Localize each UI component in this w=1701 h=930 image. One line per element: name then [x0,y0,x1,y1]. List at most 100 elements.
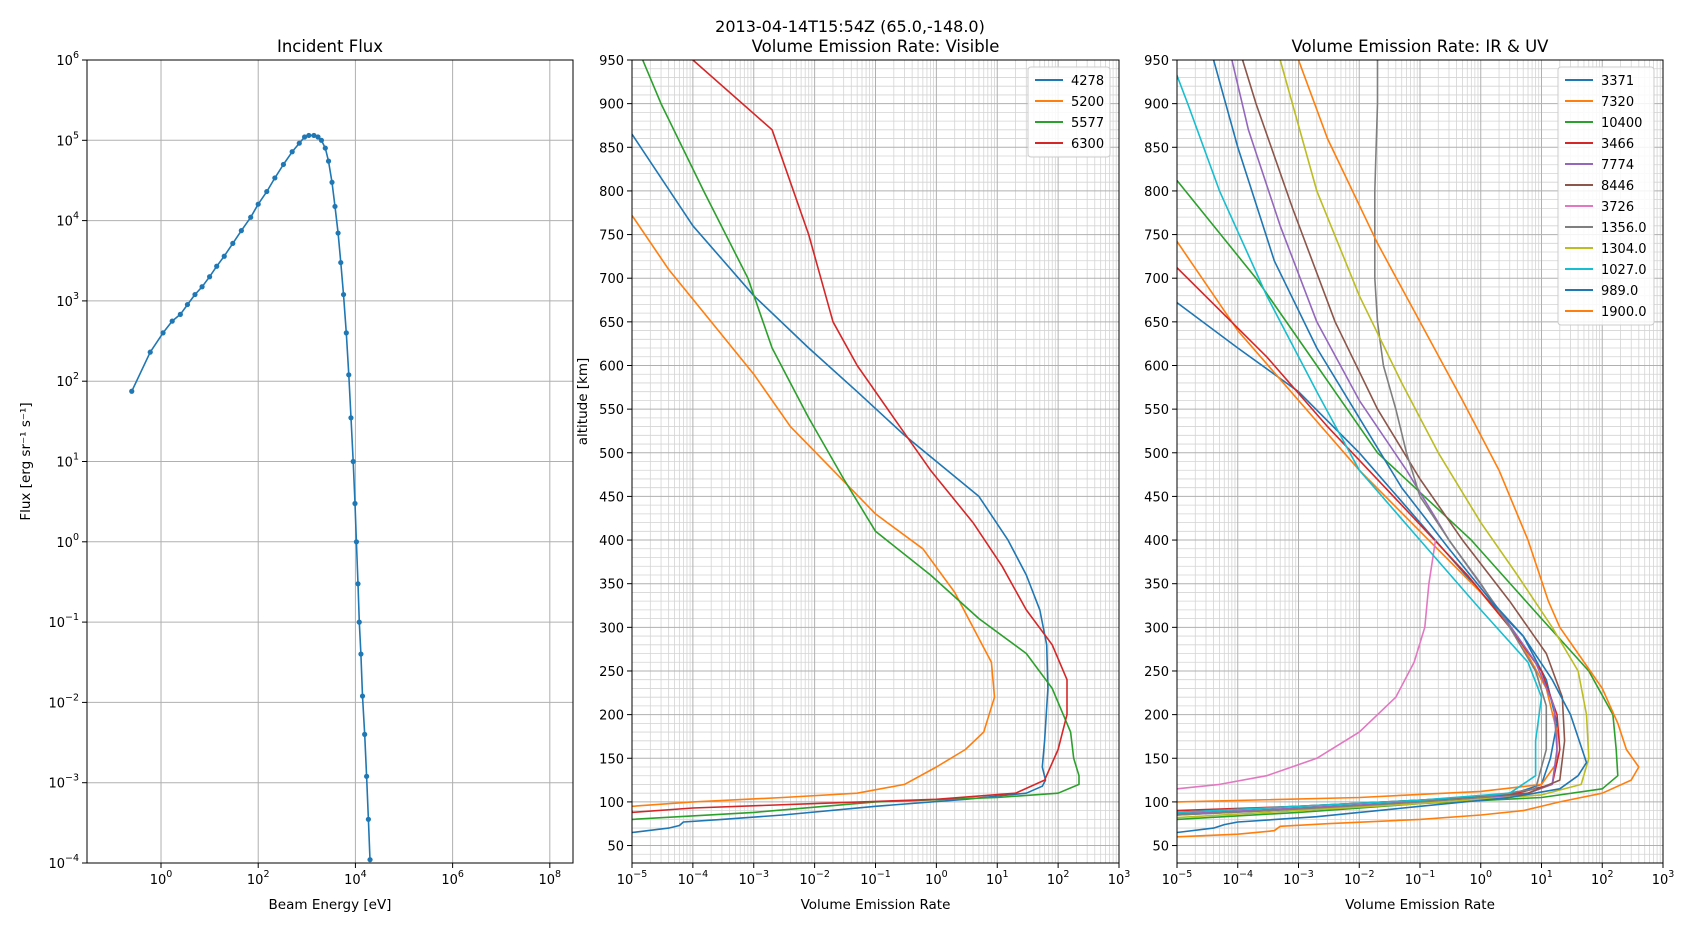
ir-uv-emission-y-tick-label: 250 [1144,665,1169,680]
incident-flux-data-point [214,263,220,269]
visible-emission-x-tick-label: 10−3 [738,869,769,888]
visible-emission-y-tick-label: 100 [599,796,624,811]
incident-flux-data-point [129,388,135,394]
ir-uv-emission-x-tick-label: 103 [1652,869,1675,888]
incident-flux-y-tick-label: 102 [56,371,79,390]
incident-flux-grid [87,59,573,864]
ir-uv-emission-legend-box [1557,66,1655,326]
incident-flux-data-point [340,291,347,298]
ir-uv-emission-y-tick-label: 800 [1144,185,1169,200]
ir-uv-emission-x-tick-label: 10−3 [1283,869,1314,888]
visible-emission-axes-frame [631,59,1120,864]
incident-flux-xlabel: Beam Energy [eV] [269,897,392,913]
incident-flux-axes-frame [86,59,574,864]
visible-emission-y-tick-label: 650 [599,316,624,331]
visible-emission-y-tick-label: 450 [599,490,624,505]
figure-suptitle: 2013-04-14T15:54Z (65.0,-148.0) [715,17,985,36]
incident-flux-data-point [358,651,364,657]
ir-uv-emission-y-tick-label: 900 [1144,98,1169,113]
incident-flux-data-point [348,415,354,421]
ir-uv-emission-y-tick-label: 950 [1144,54,1169,69]
incident-flux-data-point [322,145,328,151]
visible-emission-y-tick-label: 900 [599,98,624,113]
incident-flux-title: Incident Flux [277,37,383,56]
incident-flux-y-tick-label: 10−3 [48,773,79,792]
incident-flux-data-point [255,201,261,207]
incident-flux-y-tick-label: 106 [56,50,79,69]
ir-uv-emission-y-tick-label: 850 [1144,141,1169,156]
ir-uv-emission-y-tick-label: 650 [1144,316,1169,331]
ir-uv-emission-y-tick-label: 150 [1144,752,1169,767]
ir-uv-emission-series-7320 [1177,241,1558,803]
incident-flux-data-point [352,500,358,507]
ir-uv-emission-y-tick-label: 200 [1144,709,1169,724]
ir-uv-emission-y-tick-label: 100 [1144,796,1169,811]
ir-uv-emission-y-tick-label: 550 [1144,403,1169,418]
visible-emission-y-tick-label: 800 [599,185,624,200]
ir-uv-emission-title: Volume Emission Rate: IR & UV [1292,37,1550,56]
incident-flux-data-point [350,458,356,465]
incident-flux-data-point [353,539,360,545]
ir-uv-emission-y-tick-label: 50 [1152,840,1169,855]
ir-uv-emission-series-1900-0 [1177,60,1640,838]
incident-flux-data-point [356,619,362,625]
visible-emission-x-tick-label: 101 [986,869,1009,888]
incident-flux-y-tick-label: 10−2 [48,692,79,711]
incident-flux-y-tick-label: 103 [56,291,79,310]
incident-flux-data-point [365,816,371,822]
ir-uv-emission-y-tick-label: 350 [1144,578,1169,593]
visible-emission-x-tick-label: 10−4 [678,869,709,888]
visible-emission-y-tick-label: 50 [607,840,624,855]
visible-emission-series-5577 [632,60,1080,821]
visible-emission-grid [631,59,1120,863]
incident-flux-data-point [177,311,183,317]
incident-flux-data-point [272,175,278,181]
incident-flux-data-point [221,253,227,259]
incident-flux-data-point [301,134,308,140]
incident-flux-data-point [338,259,344,266]
incident-flux-x-tick-label: 104 [344,869,367,888]
visible-emission-legend-label: 4278 [1071,74,1104,89]
incident-flux-data-point [329,179,335,185]
visible-emission-y-tick-label: 850 [599,141,624,156]
ir-uv-emission-series-1356-0 [1177,60,1548,816]
visible-emission-x-tick-label: 103 [1108,869,1131,888]
visible-emission-y-tick-label: 350 [599,578,624,593]
visible-emission-x-tick-label: 10−2 [799,869,830,888]
incident-flux-data-point [318,137,325,143]
incident-flux-data-point [359,693,366,699]
incident-flux-data-point [315,134,321,140]
incident-flux-data-point [207,274,213,280]
incident-flux-data-point [311,132,317,139]
visible-emission-x-tick-label: 10−1 [860,869,891,888]
visible-emission-y-tick-label: 400 [599,534,624,549]
visible-emission-title: Volume Emission Rate: Visible [752,37,1000,56]
ir-uv-emission-y-tick-label: 450 [1144,490,1169,505]
visible-emission-panel: Volume Emission Rate: Visible Volume Emi… [575,37,1130,913]
ir-uv-emission-panel: Volume Emission Rate: IR & UV Volume Emi… [1144,37,1674,913]
ir-uv-emission-x-tick-label: 102 [1591,869,1614,888]
ir-uv-emission-x-tick-label: 10−4 [1222,869,1253,888]
incident-flux-data-point [355,581,361,587]
visible-emission-legend-label: 5577 [1071,116,1104,131]
visible-emission-y-tick-label: 700 [599,272,624,287]
incident-flux-data-point [169,318,175,324]
ir-uv-emission-legend-label: 7774 [1601,158,1634,173]
incident-flux-y-tick-label: 101 [56,452,79,471]
incident-flux-data-point [343,330,349,336]
incident-flux-y-tick-label: 10−1 [48,612,79,631]
ir-uv-emission-xlabel: Volume Emission Rate [1345,897,1495,913]
incident-flux-panel: Incident Flux Beam Energy [eV] Flux [erg… [18,37,574,913]
ir-uv-emission-series-1027-0 [1177,73,1543,814]
ir-uv-emission-x-tick-label: 10−5 [1162,869,1193,888]
ir-uv-emission-axes-frame [1176,59,1664,864]
incident-flux-data-point [238,228,244,234]
incident-flux-series-line [131,134,371,860]
incident-flux-data-point [289,149,295,155]
visible-emission-x-tick-label: 100 [925,869,948,888]
visible-emission-y-tick-label: 500 [599,447,624,462]
ir-uv-emission-series-3466 [1177,267,1561,812]
incident-flux-data-point [306,132,312,139]
visible-emission-series-group [632,60,1080,834]
